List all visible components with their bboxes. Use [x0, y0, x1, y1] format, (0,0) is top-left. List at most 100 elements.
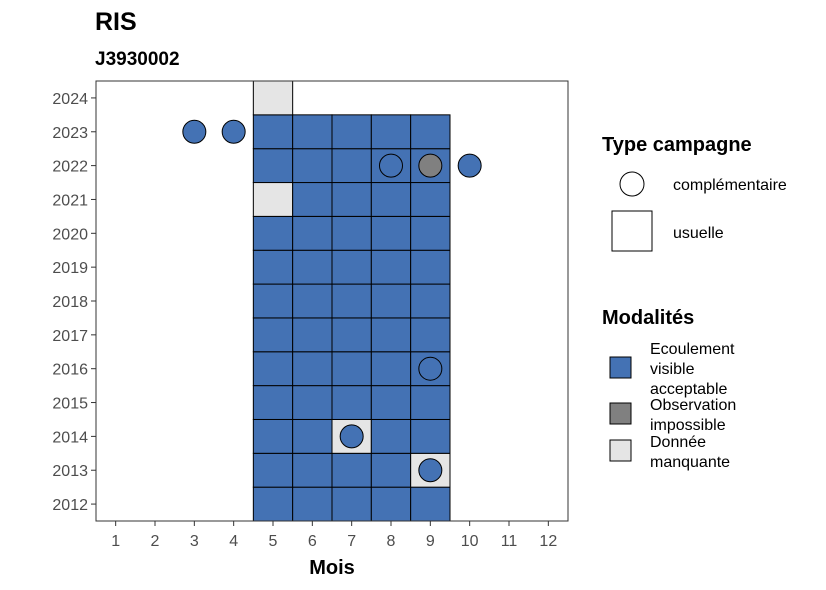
legend-square-icon: [611, 210, 653, 252]
heatmap-tile: [292, 283, 333, 319]
heatmap-tile: [252, 114, 294, 150]
y-tick-label: 2022: [52, 159, 88, 176]
heatmap-tile: [410, 182, 451, 217]
y-tick-label: 2013: [52, 463, 88, 480]
heatmap-tile: [370, 182, 412, 217]
y-tick-label: 2014: [52, 429, 88, 446]
y-tick-label: 2019: [52, 260, 88, 277]
heatmap-tile: [370, 283, 412, 319]
legend-label-line: impossible: [650, 417, 726, 434]
heatmap-tile: [331, 351, 372, 387]
heatmap-tile: [410, 215, 451, 251]
y-tick-label: 2016: [52, 362, 88, 379]
heatmap-tile: [410, 283, 451, 319]
legend-swatch: [609, 439, 632, 462]
heatmap-tile: [410, 418, 451, 454]
x-axis: 1 2 3 4 5 6 7 8 9 10 11 12: [111, 521, 557, 550]
data-point: [339, 424, 364, 449]
heatmap-tile: [252, 317, 294, 353]
legend-label-line: Observation: [650, 397, 736, 414]
heatmap-tile: [370, 418, 412, 454]
heatmap-tile: [370, 385, 412, 420]
legend-label: Observation impossible: [650, 397, 736, 434]
heatmap-tile: [331, 452, 372, 488]
heatmap-tile: [370, 114, 412, 150]
x-tick-label: 3: [190, 533, 199, 550]
data-point: [379, 153, 403, 178]
x-tick-label: 7: [347, 533, 356, 550]
heatmap-tile: [292, 215, 333, 251]
x-tick-label: 6: [308, 533, 317, 550]
heatmap-tile: [252, 486, 294, 522]
heatmap-tile: [252, 80, 294, 116]
legend-label: Donnée manquante: [650, 434, 730, 471]
x-tick-label: 8: [387, 533, 396, 550]
y-tick-label: 2012: [52, 497, 88, 514]
legend-label: Ecoulement visible acceptable: [650, 341, 735, 398]
legend-label-line: visible: [650, 361, 695, 378]
heatmap-tile: [292, 249, 333, 285]
heatmap-tile: [292, 182, 333, 217]
y-tick-label: 2021: [52, 192, 88, 209]
heatmap-tile: [331, 317, 372, 353]
legend-swatch: [609, 356, 632, 379]
heatmap-tile: [252, 351, 294, 387]
y-tick-label: 2015: [52, 396, 88, 413]
heatmap-tile: [292, 148, 333, 184]
heatmap-tile: [370, 351, 412, 387]
legend-label-line: acceptable: [650, 381, 727, 398]
heatmap-tile: [292, 351, 333, 387]
heatmap-tile: [252, 215, 294, 251]
legend-swatch: [609, 402, 632, 425]
heatmap-tile: [331, 385, 372, 420]
heatmap-tile: [370, 249, 412, 285]
data-point: [418, 356, 443, 381]
heatmap-tile: [292, 317, 333, 353]
heatmap-tile: [370, 317, 412, 353]
heatmap-tile: [252, 182, 294, 217]
heatmap-tile: [252, 452, 294, 488]
heatmap-tile: [331, 114, 372, 150]
heatmap-tile: [292, 486, 333, 522]
y-tick-label: 2018: [52, 294, 88, 311]
x-tick-label: 4: [229, 533, 238, 550]
y-tick-label: 2020: [52, 226, 88, 243]
points-layer: [182, 119, 482, 483]
x-tick-label: 10: [461, 533, 479, 550]
legend-type-label: usuelle: [673, 225, 724, 242]
heatmap-tile: [252, 249, 294, 285]
heatmap-tile: [370, 215, 412, 251]
chart-subtitle: J3930002: [95, 49, 180, 70]
y-tick-label: 2024: [52, 91, 88, 108]
heatmap-tile: [410, 486, 451, 522]
x-tick-label: 2: [151, 533, 160, 550]
heatmap-tile: [331, 249, 372, 285]
heatmap-tile: [292, 114, 333, 150]
legend-type-title: Type campagne: [602, 134, 752, 156]
heatmap-tile: [410, 114, 451, 150]
heatmap-tile: [292, 418, 333, 454]
heatmap-tile: [331, 283, 372, 319]
heatmap-tile: [410, 385, 451, 420]
heatmap-tile: [252, 148, 294, 184]
x-tick-label: 12: [539, 533, 557, 550]
heatmap-tile: [252, 385, 294, 420]
heatmap-tile: [252, 283, 294, 319]
legend-modalites: Modalités Ecoulement visible acceptableObs…: [602, 307, 736, 471]
data-point: [221, 119, 246, 144]
legend-modalites-title: Modalités: [602, 307, 694, 329]
y-tick-label: 2023: [52, 125, 88, 142]
heatmap-tile: [410, 249, 451, 285]
data-point: [182, 119, 207, 144]
heatmap-tile: [331, 486, 372, 522]
legend-type-label: complémentaire: [673, 177, 787, 194]
heatmap-tile: [331, 148, 372, 184]
legend-label-line: Ecoulement: [650, 341, 735, 358]
x-tick-label: 5: [269, 533, 278, 550]
legend-circle-icon: [619, 171, 645, 197]
heatmap-tile: [292, 452, 333, 488]
heatmap-tile: [331, 182, 372, 217]
heatmap-tile: [410, 317, 451, 353]
y-tick-label: 2017: [52, 328, 88, 345]
